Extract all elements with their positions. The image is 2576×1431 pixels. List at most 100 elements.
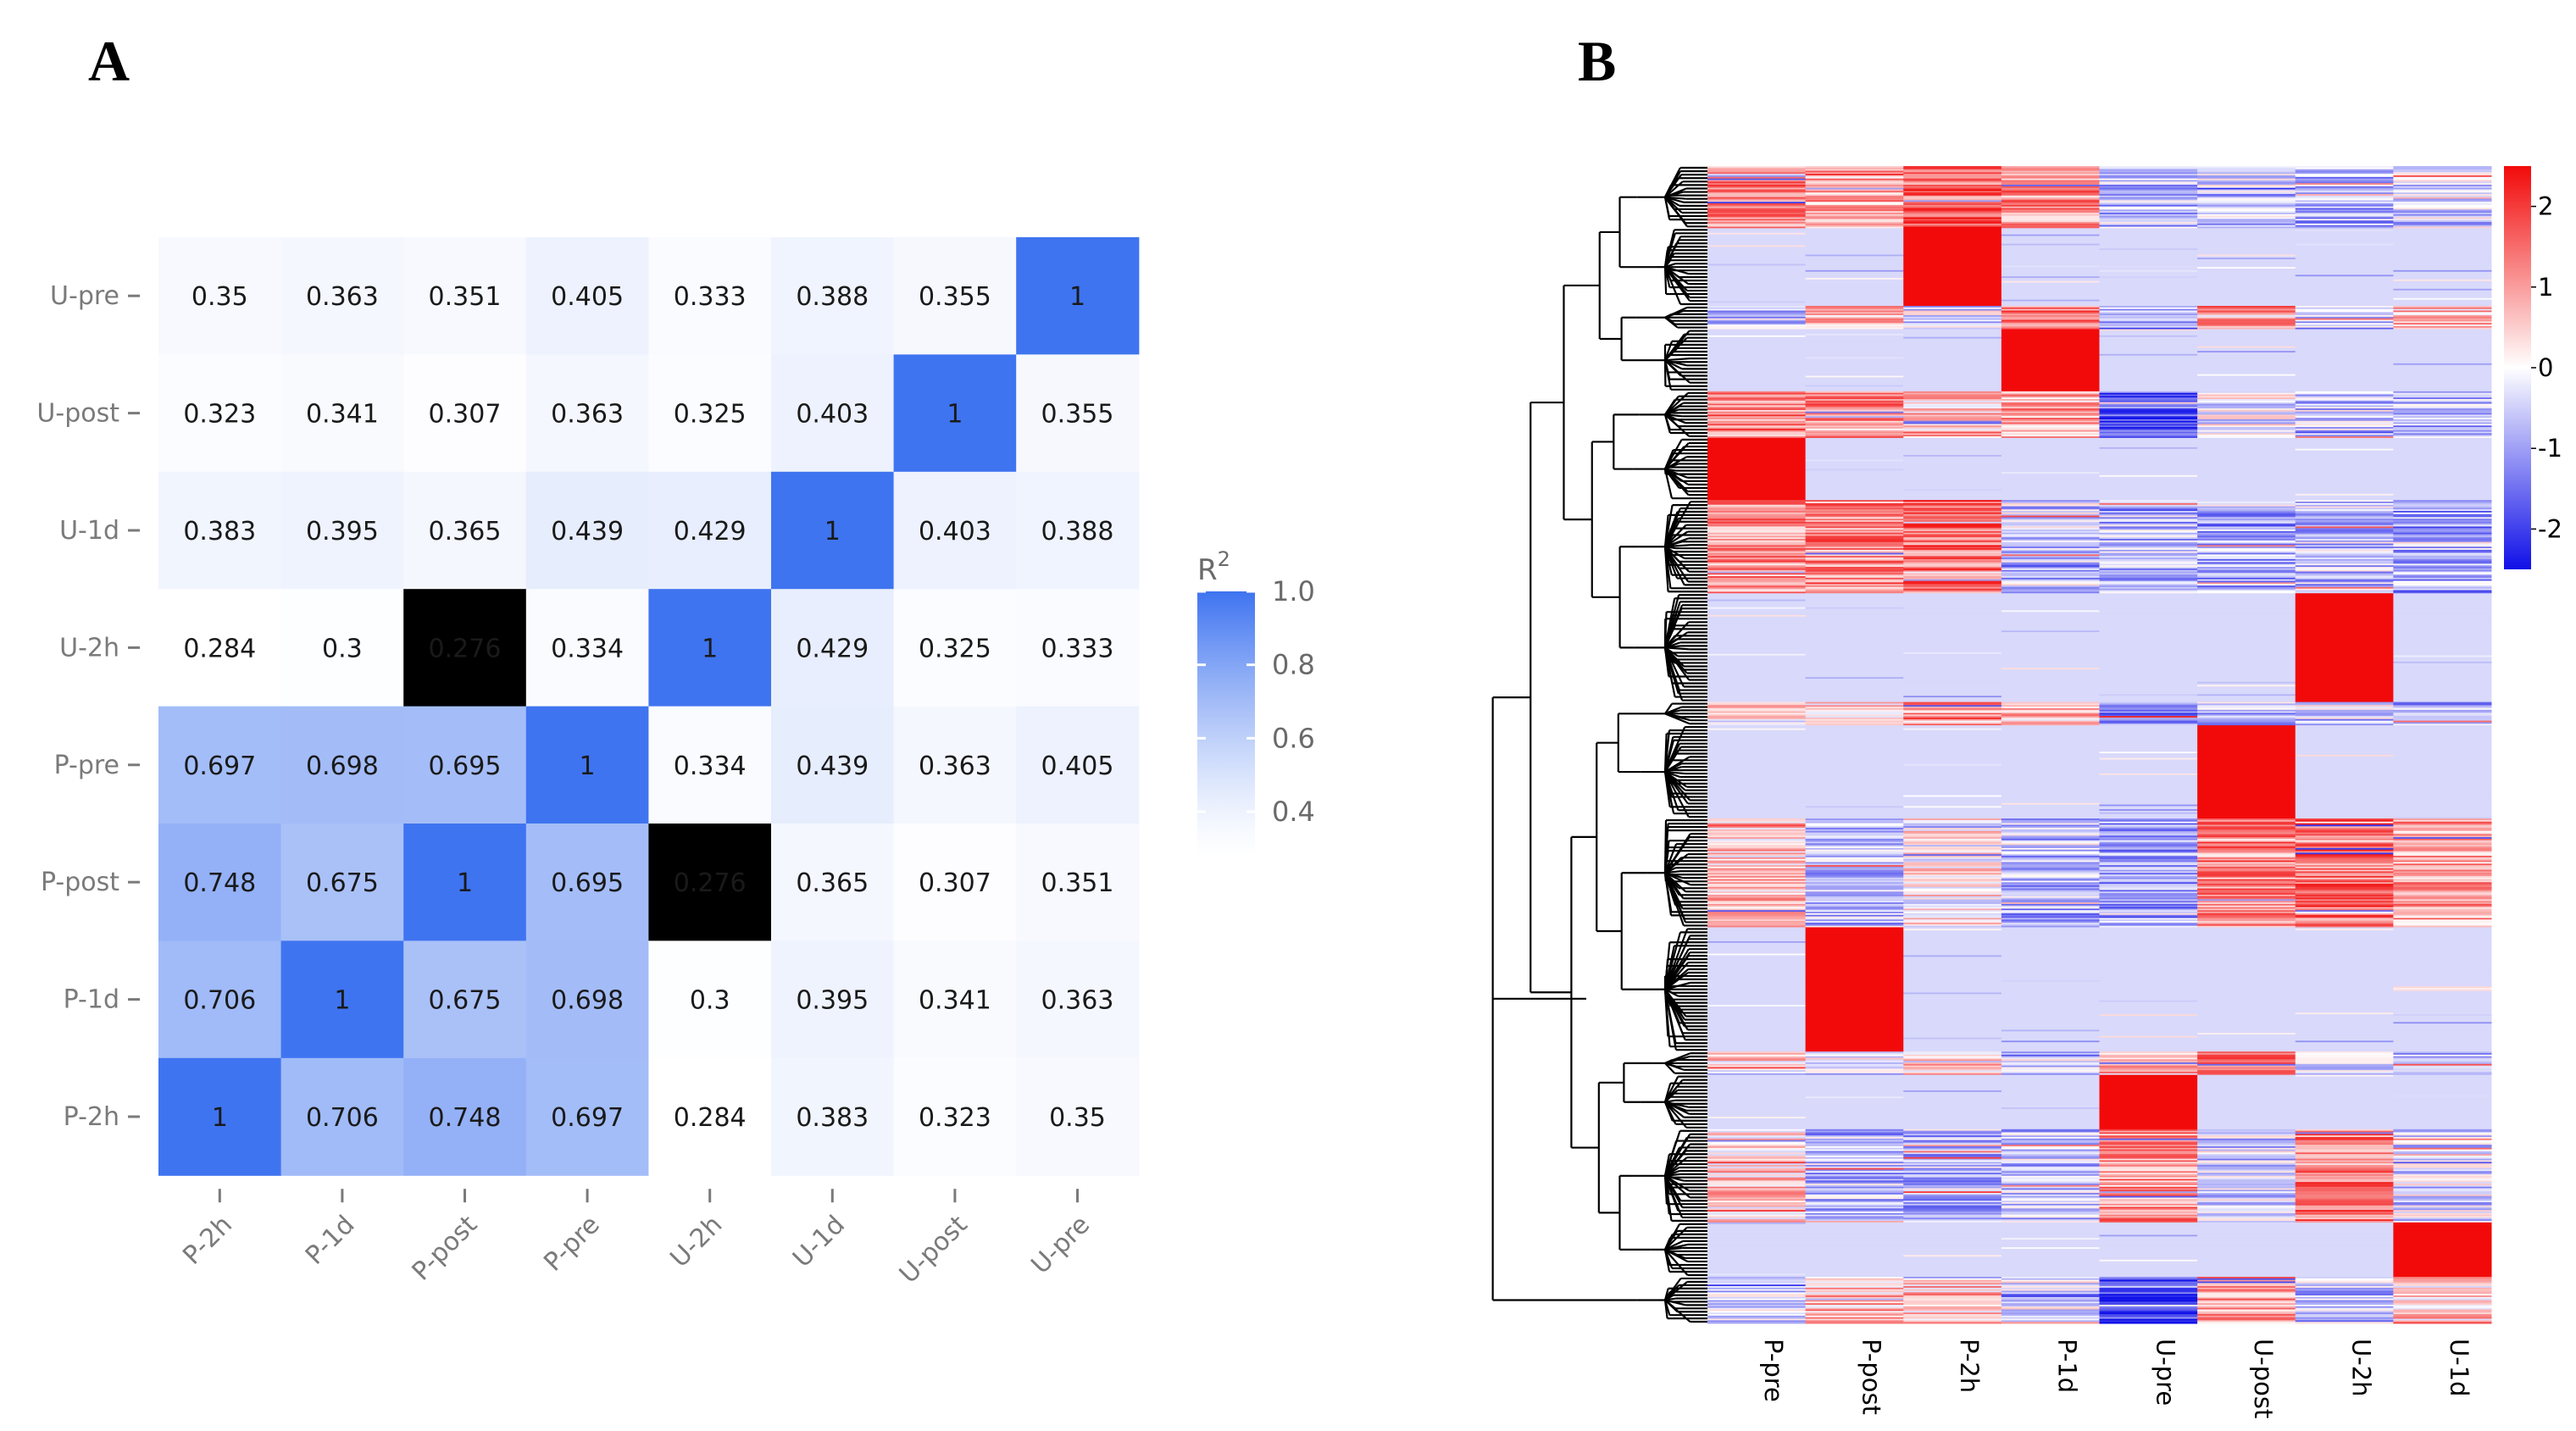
heatmap-cell	[2295, 194, 2394, 197]
heatmap-cell	[1805, 946, 1904, 948]
heatmap-cell	[2001, 874, 2100, 877]
dendrogram-branch	[1663, 469, 1673, 499]
heatmap-cell	[1707, 279, 1807, 282]
heatmap-cell	[2295, 819, 2394, 823]
heatmap-cell	[2393, 513, 2492, 517]
heatmap-cell	[2197, 513, 2296, 517]
heatmap-cell	[2295, 408, 2394, 411]
heatmap-cell	[2197, 689, 2296, 692]
heatmap-cell	[1805, 295, 1904, 297]
heatmap-cell	[2099, 408, 2198, 411]
heatmap-cell	[1707, 635, 1807, 638]
heatmap-cell	[1903, 899, 2002, 901]
heatmap-cell	[1903, 273, 2002, 275]
heatmap-cell	[1707, 286, 1807, 288]
heatmap-cell	[2295, 441, 2394, 443]
heatmap-cell	[2001, 327, 2100, 330]
heatmap-cell	[2295, 694, 2394, 696]
heatmap-cell	[1805, 893, 1904, 896]
heatmap-cell	[1805, 437, 1904, 441]
heatmap-cell	[2295, 804, 2394, 807]
heatmap-cell	[2393, 390, 2492, 392]
heatmap-cell	[2295, 759, 2394, 762]
heatmap-cell	[1805, 532, 1904, 535]
heatmap-cell	[2099, 236, 2198, 238]
heatmap-cell	[2197, 871, 2296, 874]
heatmap-cell	[2197, 552, 2296, 555]
heatmap-cell	[2393, 798, 2492, 801]
heatmap-cell	[1903, 251, 2002, 254]
heatmap-cell	[2295, 711, 2394, 713]
corr-cell-value: 1	[947, 400, 963, 430]
heatmap-cell	[1903, 554, 2002, 557]
heatmap-cell	[2295, 761, 2394, 763]
heatmap-cell	[2001, 351, 2100, 353]
heatmap-cell	[1707, 208, 1807, 210]
heatmap-cell	[1805, 647, 1904, 650]
heatmap-cell	[2393, 733, 2492, 735]
heatmap-cell	[2393, 791, 2492, 795]
heatmap-cell	[2197, 532, 2296, 535]
corr-cell-value: 0.403	[796, 400, 869, 430]
heatmap-cell	[2197, 413, 2296, 415]
heatmap-cell	[1707, 262, 1807, 265]
heatmap-cell	[2197, 602, 2296, 605]
heatmap-cell	[2197, 290, 2296, 293]
heatmap-cell	[2001, 396, 2100, 398]
heatmap-cell	[2001, 552, 2100, 555]
heatmap-cell	[2295, 593, 2394, 596]
heatmap-cell	[2099, 619, 2198, 622]
heatmap-cell	[2393, 789, 2492, 791]
heatmap-cell	[2393, 768, 2492, 771]
heatmap-cell	[1805, 315, 1904, 318]
heatmap-cell	[2001, 523, 2100, 526]
corr-cell	[648, 706, 772, 824]
heatmap-cell	[2001, 845, 2100, 847]
heatmap-cell	[2197, 748, 2296, 751]
heatmap-cell	[2393, 624, 2492, 627]
heatmap-cell	[2001, 843, 2100, 846]
heatmap-cell	[2295, 517, 2394, 519]
heatmap-cell	[1805, 604, 1904, 607]
heatmap-cell	[2099, 580, 2198, 583]
heatmap-cell	[1707, 504, 1807, 508]
heatmap-cell	[2099, 910, 2198, 912]
heatmap-cell	[2099, 189, 2198, 191]
heatmap-cell	[2295, 718, 2394, 722]
heatmap-cell	[1805, 789, 1904, 791]
heatmap-cell	[1903, 871, 2002, 874]
heatmap-cell	[1707, 528, 1807, 530]
heatmap-cell	[2197, 750, 2296, 752]
heatmap-cell	[1707, 282, 1807, 285]
heatmap-cell	[2099, 502, 2198, 506]
heatmap-cell	[2393, 234, 2492, 237]
heatmap-cell	[2295, 459, 2394, 462]
heatmap-cell	[2099, 513, 2198, 517]
heatmap-cell	[1805, 702, 1904, 704]
heatmap-cell	[2197, 448, 2296, 452]
heatmap-cell	[2295, 666, 2394, 668]
heatmap-cell	[2197, 860, 2296, 862]
dendrogram-branch	[1664, 988, 1679, 997]
heatmap-cell	[1903, 269, 2002, 271]
heatmap-cell	[1805, 409, 1904, 413]
corr-cell-value: 0.333	[674, 282, 747, 312]
heatmap-cell	[1707, 789, 1807, 791]
heatmap-cell	[2001, 465, 2100, 469]
heatmap-cell	[1707, 436, 1807, 439]
heatmap-cell	[1903, 506, 2002, 508]
heatmap-cell	[2393, 857, 2492, 860]
heatmap-cell	[2099, 919, 2198, 922]
heatmap-cell	[2001, 740, 2100, 743]
heatmap-cell	[1707, 858, 1807, 862]
heatmap-cell	[2393, 263, 2492, 266]
heatmap-cell	[2197, 733, 2296, 735]
corr-cell-value: 0.395	[796, 986, 869, 1016]
heatmap-cell	[1707, 901, 1807, 903]
heatmap-cell	[2393, 464, 2492, 467]
heatmap-cell	[2001, 657, 2100, 659]
heatmap-cell	[2099, 286, 2198, 288]
heatmap-cell	[2295, 362, 2394, 364]
heatmap-cell	[2099, 313, 2198, 316]
heatmap-cell	[2001, 668, 2100, 670]
